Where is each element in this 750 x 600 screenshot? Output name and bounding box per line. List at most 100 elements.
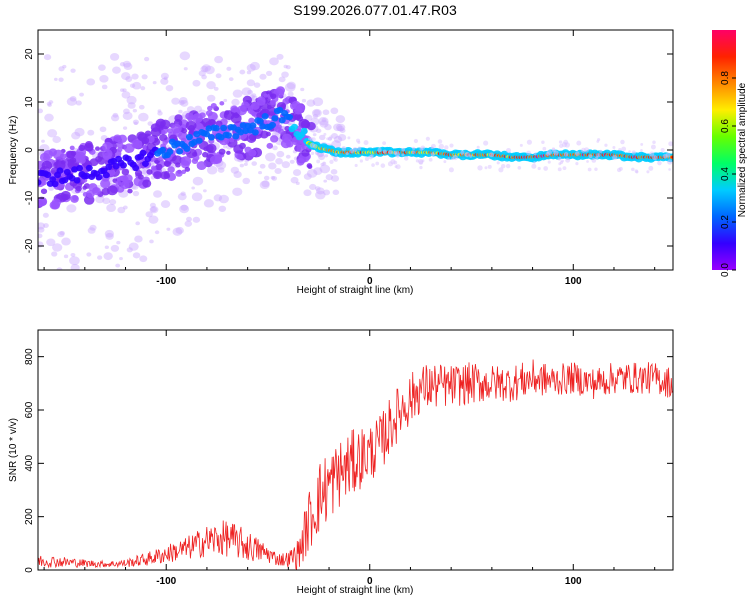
spectrogram-noise-blob <box>316 128 322 134</box>
spectrogram-noise-blob <box>290 176 299 184</box>
spectrogram-halo-blob <box>526 150 532 156</box>
spectrogram-noise-blob <box>315 187 325 195</box>
spectrogram-halo-blob <box>640 149 643 152</box>
spectrogram-noise-blob <box>152 81 157 85</box>
spectrogram-noise-blob <box>242 177 251 185</box>
spectrogram-noise-blob <box>153 190 163 198</box>
spectrogram-halo-blob <box>375 161 380 166</box>
colorbar: 0.0 0.2 0.4 0.6 0.8 Normalized spectral ampl… <box>712 30 748 277</box>
spectrogram-noise-blob <box>110 244 120 252</box>
spectrogram-blob <box>210 102 217 109</box>
spectrogram-blob <box>163 172 171 179</box>
spectrogram-halo-blob <box>357 146 362 151</box>
spectrogram-halo-blob <box>313 144 318 149</box>
spectrogram-noise-blob <box>192 176 204 186</box>
spectrogram-halo-blob <box>542 146 547 151</box>
spectrogram-noise-blob <box>138 104 145 110</box>
spectrogram-blob <box>236 153 244 160</box>
spectrogram-noise-blob <box>304 114 313 121</box>
spectrogram-blob <box>301 149 310 157</box>
spectrogram-noise-blob <box>122 205 128 210</box>
spectrogram-noise-blob <box>87 227 96 234</box>
spectrogram-blob <box>144 130 152 137</box>
spectrogram-halo-blob <box>588 154 593 159</box>
spectrogram-blob <box>184 166 191 172</box>
spectrogram-blob <box>196 161 207 171</box>
spectrogram-noise-blob <box>121 72 131 81</box>
spectrogram-noise-blob <box>95 195 105 204</box>
spectrogram-noise-blob <box>274 167 282 174</box>
spectrogram-halo-blob <box>431 143 436 149</box>
spectrogram-noise-blob <box>48 186 54 191</box>
spectrogram-noise-blob <box>69 96 77 102</box>
spectrogram-blob <box>102 152 112 161</box>
spectrogram-noise-blob <box>104 229 115 238</box>
ridge-outer <box>286 113 294 121</box>
spectrogram-halo-blob <box>531 163 537 169</box>
spectrogram-ylabel: Frequency (Hz) <box>8 116 19 185</box>
colorbar-tick-label: 0.4 <box>720 167 731 181</box>
spectrogram-noise-blob <box>177 192 187 201</box>
spectrogram-noise-blob <box>335 123 346 132</box>
spectrogram-halo-blob <box>668 168 671 171</box>
spectrogram-halo-blob <box>500 163 506 169</box>
spectrogram-blob <box>162 139 168 146</box>
spectrogram-halo-blob <box>628 150 631 153</box>
spectrogram-noise-blob <box>132 119 140 125</box>
spectrogram-noise-blob <box>74 127 85 137</box>
spectrogram-noise-blob <box>79 92 84 97</box>
spectrogram-noise-blob <box>286 81 296 90</box>
spectrogram-noise-blob <box>325 174 333 181</box>
spectrogram-noise-blob <box>145 211 153 218</box>
spectrogram-noise-blob <box>93 277 97 280</box>
spectrogram-noise-blob <box>127 102 136 109</box>
spectrogram-noise-blob <box>272 145 278 151</box>
spectrogram-noise-blob <box>259 163 266 169</box>
y-tick-label: 200 <box>24 508 35 525</box>
ridge-outer <box>61 177 69 184</box>
spectrogram-noise-blob <box>119 88 125 92</box>
spectrogram-halo-blob <box>575 162 579 166</box>
spectrogram-blob <box>181 128 188 134</box>
spectrogram-noise-blob <box>200 65 209 73</box>
spectrogram-noise-blob <box>166 227 171 231</box>
spectrogram-halo-blob <box>519 143 523 147</box>
spectrogram-halo-blob <box>533 152 537 156</box>
spectrogram-noise-blob <box>132 81 142 90</box>
spectrogram-blob <box>202 151 209 158</box>
spectrogram-noise-blob <box>281 161 291 169</box>
spectrogram-noise-blob <box>46 238 56 247</box>
spectrogram-noise-blob <box>191 186 195 190</box>
spectrogram-noise-blob <box>335 115 346 124</box>
spectrogram-halo-blob <box>359 159 363 163</box>
spectrogram-halo-blob <box>505 148 512 154</box>
spectrogram-noise-blob <box>223 145 227 149</box>
ridge-outer <box>112 163 120 170</box>
spectrogram-noise-blob <box>263 175 270 181</box>
spectrogram-blob <box>263 93 268 98</box>
spectrogram-noise-blob <box>154 230 160 235</box>
spectrogram-blob <box>121 168 130 176</box>
spectrogram-halo-blob <box>618 147 622 152</box>
spectrogram-noise-blob <box>233 171 242 179</box>
spectrogram-blob <box>78 144 86 152</box>
spectrogram-noise-blob <box>287 122 292 126</box>
ridge-outer <box>225 132 232 139</box>
spectrogram-noise-blob <box>228 77 234 82</box>
spectrogram-blob <box>250 101 260 110</box>
spectrogram-noise-blob <box>54 77 58 81</box>
spectrogram-halo-blob <box>537 166 541 171</box>
spectrogram-noise-blob <box>271 176 278 181</box>
spectrogram-noise-blob <box>215 73 222 79</box>
ridge-outer <box>105 163 113 171</box>
spectrogram-halo-blob <box>448 167 454 173</box>
spectrogram-noise-blob <box>192 79 201 87</box>
spectrogram-blob <box>106 185 118 196</box>
spectrogram-blob <box>40 188 48 195</box>
spectrogram-noise-blob <box>126 247 133 253</box>
spectrogram-noise-blob <box>172 227 183 236</box>
spectrogram-noise-blob <box>223 98 228 103</box>
spectrogram-noise-blob <box>303 189 312 197</box>
spectrogram-blob <box>244 146 252 154</box>
